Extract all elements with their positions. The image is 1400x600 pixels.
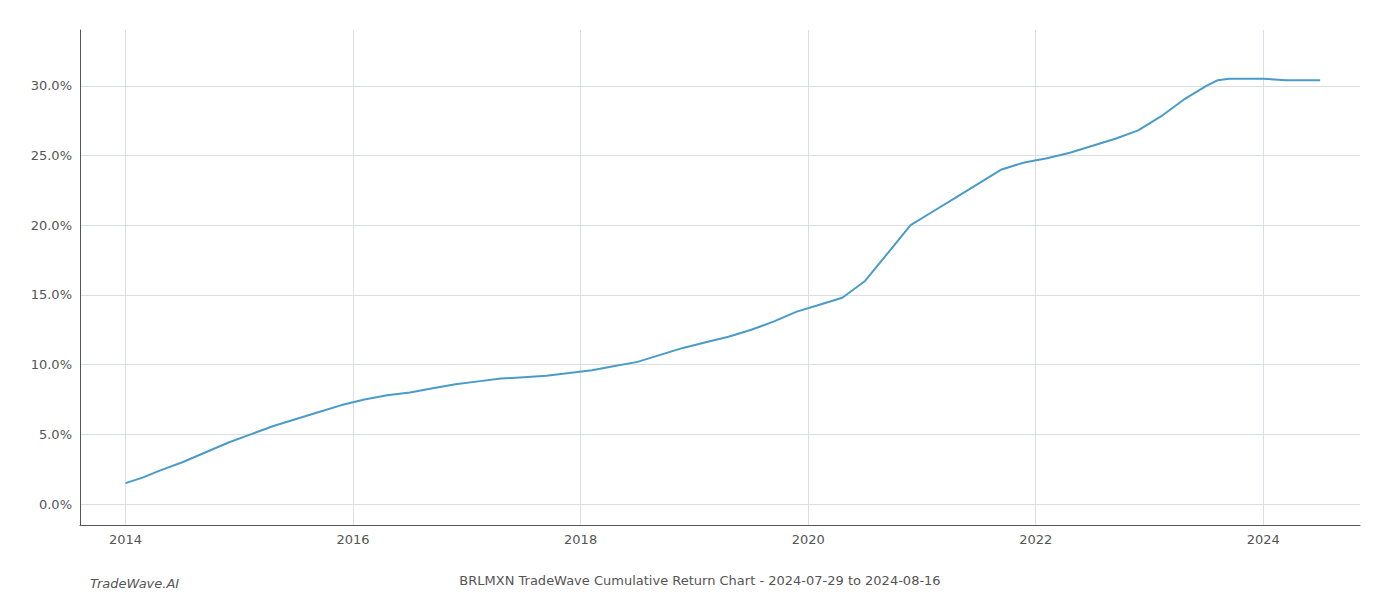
svg-text:2014: 2014	[109, 532, 142, 547]
svg-text:2016: 2016	[337, 532, 370, 547]
svg-text:20.0%: 20.0%	[31, 218, 72, 233]
svg-text:30.0%: 30.0%	[31, 78, 72, 93]
svg-text:2018: 2018	[564, 532, 597, 547]
svg-text:TradeWave.AI: TradeWave.AI	[90, 576, 179, 591]
svg-text:2020: 2020	[792, 532, 825, 547]
svg-text:0.0%: 0.0%	[39, 497, 72, 512]
svg-text:25.0%: 25.0%	[31, 148, 72, 163]
svg-text:15.0%: 15.0%	[31, 287, 72, 302]
svg-text:10.0%: 10.0%	[31, 357, 72, 372]
svg-text:BRLMXN TradeWave Cumulative Re: BRLMXN TradeWave Cumulative Return Chart…	[459, 573, 940, 588]
svg-text:2024: 2024	[1247, 532, 1280, 547]
svg-text:5.0%: 5.0%	[39, 427, 72, 442]
svg-text:2022: 2022	[1019, 532, 1052, 547]
